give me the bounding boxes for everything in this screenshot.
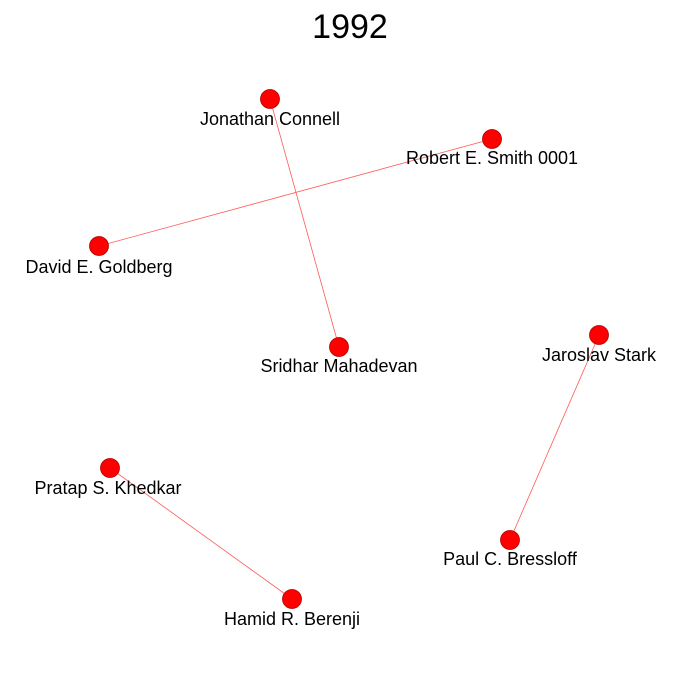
graph-title: 1992 (312, 8, 388, 46)
node-jonathan-connell[interactable] (260, 89, 280, 109)
node-sridhar-mahadevan[interactable] (329, 337, 349, 357)
edge-jaroslav-stark-paul-c-bressloff (509, 334, 600, 541)
edge-jonathan-connell-sridhar-mahadevan (269, 98, 340, 348)
node-robert-e-smith[interactable] (482, 129, 502, 149)
node-label-robert-e-smith: Robert E. Smith 0001 (406, 148, 578, 168)
node-david-e-goldberg[interactable] (89, 236, 109, 256)
node-jaroslav-stark[interactable] (589, 325, 609, 345)
node-label-paul-c-bressloff: Paul C. Bressloff (443, 549, 578, 569)
node-label-jonathan-connell: Jonathan Connell (200, 109, 340, 129)
edge-robert-e-smith-david-e-goldberg (98, 138, 493, 247)
label-layer: Jonathan Connell Robert E. Smith 0001 Davi… (25, 109, 657, 629)
node-label-david-e-goldberg: David E. Goldberg (25, 257, 172, 277)
node-label-jaroslav-stark: Jaroslav Stark (542, 345, 657, 365)
node-hamid-r-berenji[interactable] (282, 589, 302, 609)
edge-layer (98, 98, 600, 600)
node-pratap-s-khedkar[interactable] (100, 458, 120, 478)
node-label-hamid-r-berenji: Hamid R. Berenji (224, 609, 360, 629)
edge-pratap-s-khedkar-hamid-r-berenji (109, 467, 293, 600)
node-label-sridhar-mahadevan: Sridhar Mahadevan (260, 356, 417, 376)
node-label-pratap-s-khedkar: Pratap S. Khedkar (34, 478, 181, 498)
node-paul-c-bressloff[interactable] (500, 530, 520, 550)
node-layer (89, 89, 609, 609)
